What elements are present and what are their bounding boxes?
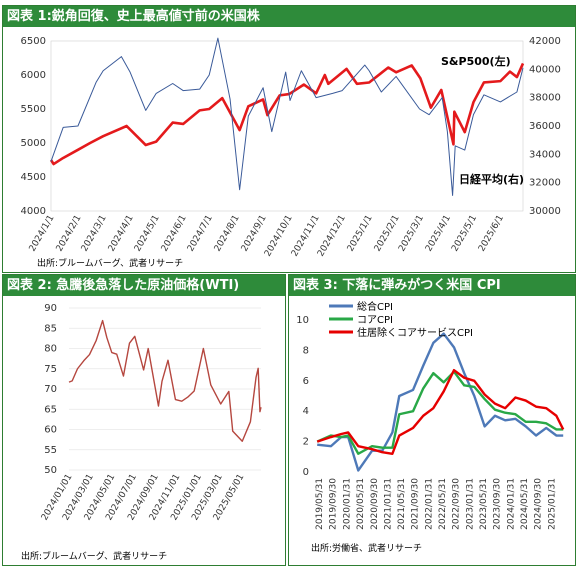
chart1-xtick: 2024/6/1 — [160, 214, 189, 254]
chart1-ytick-left: 5500 — [21, 104, 46, 115]
chart1-xtick: 2025/5/1 — [450, 213, 479, 253]
chart1-ytick-left: 4500 — [21, 172, 46, 183]
chart2-panel: 図表 2: 急騰後急落した原油価格(WTI) 50 55 60 65 70 75 80 85 9… — [2, 274, 286, 566]
chart1-xtick: 2025/4/1 — [424, 214, 453, 254]
chart2-title: 図表 2: 急騰後急落した原油価格(WTI) — [3, 275, 285, 296]
chart1-label-nikkei: 日経平均(右) — [459, 172, 524, 186]
chart3-xtick: 2024/09/30 — [534, 478, 544, 530]
chart1-plot-area — [50, 40, 524, 212]
chart1-ytick-right: 36000 — [529, 121, 561, 132]
chart3-legend-label: 住居除くコアサービスCPI — [357, 326, 473, 339]
chart1-ytick-right: 30000 — [529, 206, 561, 217]
chart1-ytick-left: 6500 — [21, 36, 46, 47]
chart3-xtick: 2022/05/31 — [438, 478, 448, 530]
chart1-ytick-right: 38000 — [529, 93, 561, 104]
chart3-ytick: 6 — [303, 376, 309, 387]
chart1-xtick: 2024/12/1 — [316, 214, 348, 259]
chart3-xtick: 2021/01/31 — [384, 478, 394, 530]
chart2-plot: 5055606570758085902024/01/012024/03/0120… — [40, 303, 262, 522]
chart3-source: 出所:労働省、武者リサーチ — [311, 544, 423, 554]
chart1-xtick: 2024/4/1 — [107, 214, 136, 254]
chart1-label-sp500: S&P500(左) — [441, 54, 511, 68]
chart3-ytick: 8 — [303, 345, 309, 356]
chart2-ytick: 75 — [44, 364, 57, 375]
chart2-source: 出所:ブルームバーグ、武者リサーチ — [21, 552, 168, 562]
cpi-supercore-line — [316, 368, 565, 455]
chart1-xtick: 2024/1/1 — [28, 214, 57, 254]
chart3-xtick: 2023/05/31 — [479, 478, 489, 530]
wti-line — [68, 319, 262, 442]
chart3-ytick: 10 — [296, 315, 309, 326]
chart1-ytick-right: 32000 — [529, 178, 561, 189]
chart1-ytick-left: 5000 — [21, 138, 46, 149]
chart3-xtick: 2022/01/31 — [425, 478, 435, 530]
sp500-line — [49, 62, 525, 166]
nikkei-line — [50, 37, 524, 196]
chart3-xtick: 2023/09/30 — [493, 478, 503, 530]
chart1-ytick-left: 4000 — [21, 206, 46, 217]
chart3-xtick: 2025/01/31 — [548, 478, 558, 530]
chart1-xtick: 2024/8/1 — [213, 214, 242, 254]
chart1-xtick: 2025/3/1 — [397, 214, 426, 254]
chart1-xtick: 2024/9/1 — [240, 214, 269, 254]
chart3-xtick: 2024/01/31 — [506, 478, 516, 530]
chart1-ytick-right: 40000 — [529, 64, 561, 75]
chart2-ytick: 55 — [44, 445, 57, 456]
chart3-xtick: 2022/09/30 — [452, 478, 462, 530]
chart3-title: 図表 3: 下落に弾みがつく米国 CPI — [289, 275, 575, 296]
chart3-ytick: 2 — [303, 437, 309, 448]
chart2-ytick: 50 — [44, 465, 57, 476]
chart1-xtick: 2025/6/1 — [477, 214, 506, 254]
chart2-ytick: 65 — [44, 404, 57, 415]
cpi-core-line — [316, 370, 564, 455]
chart3-xtick: 2020/01/31 — [342, 478, 352, 530]
chart3-legend-label: 総合CPI — [357, 300, 393, 313]
chart3-plot: 0 2 4 6 8 10 2019/05/31 2019/09/30 2020/01/31 202… — [296, 300, 565, 530]
chart3-xtick: 2024/05/31 — [520, 478, 530, 530]
chart1-xtick: 2024/2/1 — [55, 214, 84, 254]
chart1-xtick: 2024/5/1 — [133, 214, 162, 254]
chart2-ytick: 60 — [44, 425, 57, 436]
chart3-xtick: 2021/09/30 — [411, 478, 421, 530]
chart1-xtick: 2025/1/1 — [346, 214, 375, 254]
chart2-ytick: 85 — [44, 323, 57, 334]
chart2-ytick: 80 — [44, 344, 57, 355]
chart3-xtick: 2020/05/31 — [356, 478, 366, 530]
chart2-ytick: 70 — [44, 384, 57, 395]
chart3-panel: 図表 3: 下落に弾みがつく米国 CPI 0 2 4 6 8 10 2019/05/31 20… — [288, 274, 576, 566]
chart1-ytick-left: 6000 — [21, 70, 46, 81]
chart1-title: 図表 1:鋭角回復、史上最高値寸前の米国株 — [3, 6, 575, 27]
chart1-source: 出所:ブルームバーグ、武者リサーチ — [37, 259, 184, 269]
chart1-ytick-right: 42000 — [529, 36, 561, 47]
chart3-legend-label: コアCPI — [357, 315, 393, 326]
chart2-ytick: 90 — [44, 303, 57, 314]
chart3-ytick: 0 — [303, 467, 309, 478]
chart3-xtick: 2021/05/31 — [397, 478, 407, 530]
chart1-panel: 図表 1:鋭角回復、史上最高値寸前の米国株 4000 4500 5000 5500 60… — [2, 5, 576, 273]
chart1-plot: 4000 4500 5000 5500 6000 6500 30000 32000 34000 3… — [21, 36, 561, 259]
chart3-xtick: 2019/05/31 — [315, 478, 325, 530]
chart1-xtick: 2024/7/1 — [186, 214, 215, 254]
chart1-ytick-right: 34000 — [529, 149, 561, 160]
chart3-ytick: 4 — [303, 406, 309, 417]
chart3-xtick: 2020/09/30 — [370, 478, 380, 530]
chart3-xtick: 2023/01/31 — [465, 478, 475, 530]
chart1-xtick: 2024/3/1 — [80, 214, 109, 254]
cpi-headline-line — [317, 332, 564, 472]
chart3-xtick: 2019/09/30 — [329, 478, 339, 530]
